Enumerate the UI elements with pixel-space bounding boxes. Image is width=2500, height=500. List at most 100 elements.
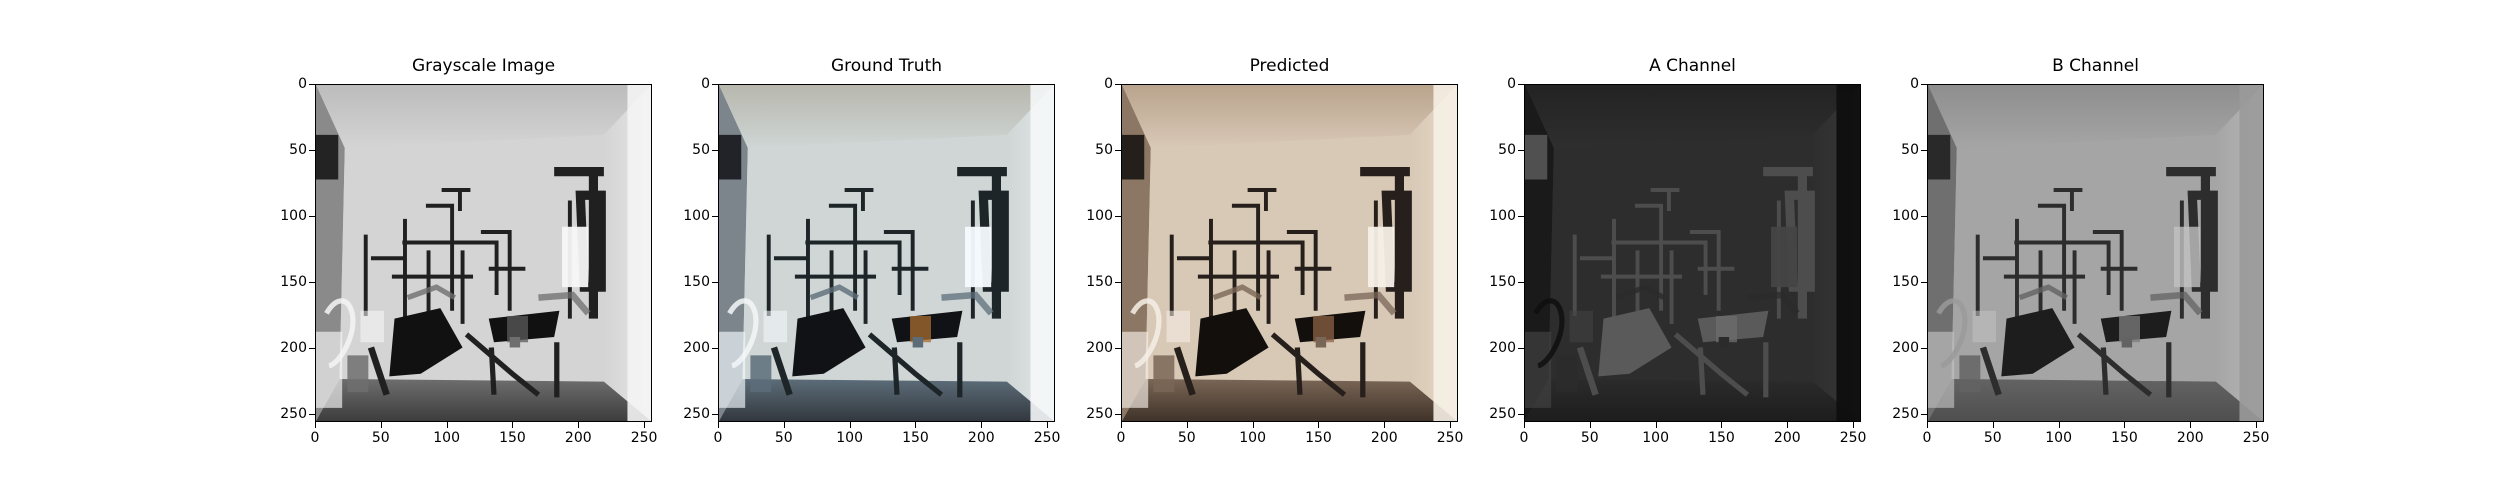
a-channel-plot	[1524, 84, 1861, 422]
predicted-xtick-0	[1121, 422, 1122, 428]
grayscale-xtick-label-0: 0	[310, 430, 320, 446]
predicted-xtick-label-3: 150	[1305, 430, 1332, 446]
b-channel-image	[1928, 85, 2263, 421]
predicted-xtick-3	[1318, 422, 1320, 428]
ground-truth-xtick-label-1: 50	[774, 430, 793, 446]
predicted-xtick-2	[1252, 422, 1254, 428]
b-channel-xtick-0	[1927, 422, 1928, 428]
predicted-panel: Predicted 0 50 100 150 200 250 0 50 100 150 200 250	[1086, 56, 1463, 446]
grayscale-xtick-label-3: 150	[499, 430, 526, 446]
a-channel-ytick-label-3: 150	[1489, 274, 1516, 291]
ground-truth-ytick-label-3: 150	[683, 274, 710, 291]
grayscale-xtick-4	[578, 422, 580, 428]
b-channel-ytick-label-5: 250	[1892, 406, 1919, 423]
ground-truth-ytick-label-2: 100	[683, 208, 710, 225]
b-channel-xtick-label-5: 250	[2242, 430, 2270, 446]
predicted-xtick-label-5: 250	[1436, 430, 1464, 446]
grayscale-xtick-label-1: 50	[371, 430, 390, 446]
b-channel-xtick-3	[2124, 422, 2126, 428]
ground-truth-xtick-label-4: 200	[967, 430, 995, 446]
predicted-ytick-label-1: 50	[1095, 142, 1113, 159]
a-channel-xtick-3	[1721, 422, 1723, 428]
a-channel-xtick-label-4: 200	[1773, 430, 1801, 446]
grayscale-xtick-5	[644, 422, 646, 428]
b-channel-xtick-label-4: 200	[2176, 430, 2204, 446]
a-channel-ytick-label-0: 0	[1507, 76, 1516, 92]
b-channel-ytick-label-3: 150	[1892, 274, 1919, 291]
predicted-xtick-5	[1450, 422, 1452, 428]
a-channel-xtick-0	[1524, 422, 1525, 428]
ground-truth-xtick-label-0: 0	[713, 430, 723, 446]
ground-truth-ytick-label-4: 200	[683, 340, 710, 357]
ground-truth-xtick-label-3: 150	[902, 430, 929, 446]
b-channel-xtick-5	[2256, 422, 2258, 428]
ground-truth-image	[719, 85, 1054, 421]
ground-truth-xtick-2	[849, 422, 851, 428]
b-channel-plot	[1927, 84, 2264, 422]
grayscale-ytick-label-2: 100	[280, 208, 307, 225]
predicted-xtick-4	[1384, 422, 1386, 428]
ground-truth-title: Ground Truth	[830, 56, 943, 76]
grayscale-xtick-1	[380, 422, 382, 428]
grayscale-panel: Grayscale Image 0 50 100 150 200 250 0 50 100 150…	[280, 56, 657, 446]
predicted-ytick-label-3: 150	[1086, 274, 1113, 291]
ground-truth-ytick-label-5: 250	[683, 406, 710, 423]
b-channel-title: B Channel	[2052, 56, 2139, 76]
b-channel-xtick-label-0: 0	[1922, 430, 1932, 446]
predicted-ytick-label-0: 0	[1104, 76, 1113, 92]
predicted-title: Predicted	[1249, 56, 1330, 76]
ground-truth-xtick-4	[981, 422, 983, 428]
b-channel-panel: B Channel 0 50 100 150 200 250 0 50 100 150 200 250	[1892, 56, 2269, 446]
a-channel-ytick-label-2: 100	[1489, 208, 1516, 225]
grayscale-xtick-label-4: 200	[564, 430, 592, 446]
predicted-xtick-label-0: 0	[1116, 430, 1126, 446]
grayscale-ytick-label-3: 150	[280, 274, 307, 291]
a-channel-ytick-label-4: 200	[1489, 340, 1516, 357]
grayscale-ytick-label-5: 250	[280, 406, 307, 423]
grayscale-ytick-label-0: 0	[298, 76, 307, 92]
predicted-image	[1122, 85, 1457, 421]
ground-truth-xtick-5	[1047, 422, 1049, 428]
predicted-xtick-label-4: 200	[1370, 430, 1398, 446]
b-channel-xtick-4	[2190, 422, 2192, 428]
predicted-xtick-label-1: 50	[1177, 430, 1196, 446]
ground-truth-panel: Ground Truth 0 50 100 150 200 250 0 50 100 150 200…	[683, 56, 1060, 446]
a-channel-xtick-1	[1589, 422, 1591, 428]
predicted-xtick-1	[1186, 422, 1188, 428]
a-channel-xtick-5	[1853, 422, 1855, 428]
grayscale-image	[316, 85, 651, 421]
grayscale-plot	[315, 84, 652, 422]
b-channel-xtick-label-3: 150	[2111, 430, 2138, 446]
ground-truth-xtick-label-2: 100	[836, 430, 864, 446]
grayscale-xtick-0	[315, 422, 316, 428]
ground-truth-xtick-label-5: 250	[1033, 430, 1061, 446]
a-channel-xtick-label-0: 0	[1519, 430, 1529, 446]
b-channel-xtick-label-1: 50	[1983, 430, 2002, 446]
ground-truth-xtick-0	[718, 422, 719, 428]
predicted-xtick-label-2: 100	[1239, 430, 1267, 446]
ground-truth-xtick-3	[915, 422, 917, 428]
grayscale-xtick-2	[446, 422, 448, 428]
a-channel-ytick-label-1: 50	[1498, 142, 1516, 159]
grayscale-ytick-label-4: 200	[280, 340, 307, 357]
a-channel-image	[1525, 85, 1860, 421]
a-channel-ytick-label-5: 250	[1489, 406, 1516, 423]
a-channel-xtick-2	[1655, 422, 1657, 428]
b-channel-ytick-label-4: 200	[1892, 340, 1919, 357]
a-channel-xtick-4	[1787, 422, 1789, 428]
ground-truth-ytick-label-0: 0	[701, 76, 710, 92]
grayscale-xtick-label-5: 250	[630, 430, 658, 446]
predicted-plot	[1121, 84, 1458, 422]
predicted-ytick-label-2: 100	[1086, 208, 1113, 225]
b-channel-xtick-1	[1992, 422, 1994, 428]
b-channel-ytick-label-0: 0	[1910, 76, 1919, 92]
grayscale-ytick-label-1: 50	[289, 142, 307, 159]
a-channel-xtick-label-3: 150	[1708, 430, 1735, 446]
a-channel-title: A Channel	[1649, 56, 1736, 76]
grayscale-xtick-3	[512, 422, 514, 428]
b-channel-xtick-label-2: 100	[2045, 430, 2073, 446]
ground-truth-ytick-label-1: 50	[692, 142, 710, 159]
b-channel-xtick-2	[2058, 422, 2060, 428]
predicted-ytick-label-5: 250	[1086, 406, 1113, 423]
